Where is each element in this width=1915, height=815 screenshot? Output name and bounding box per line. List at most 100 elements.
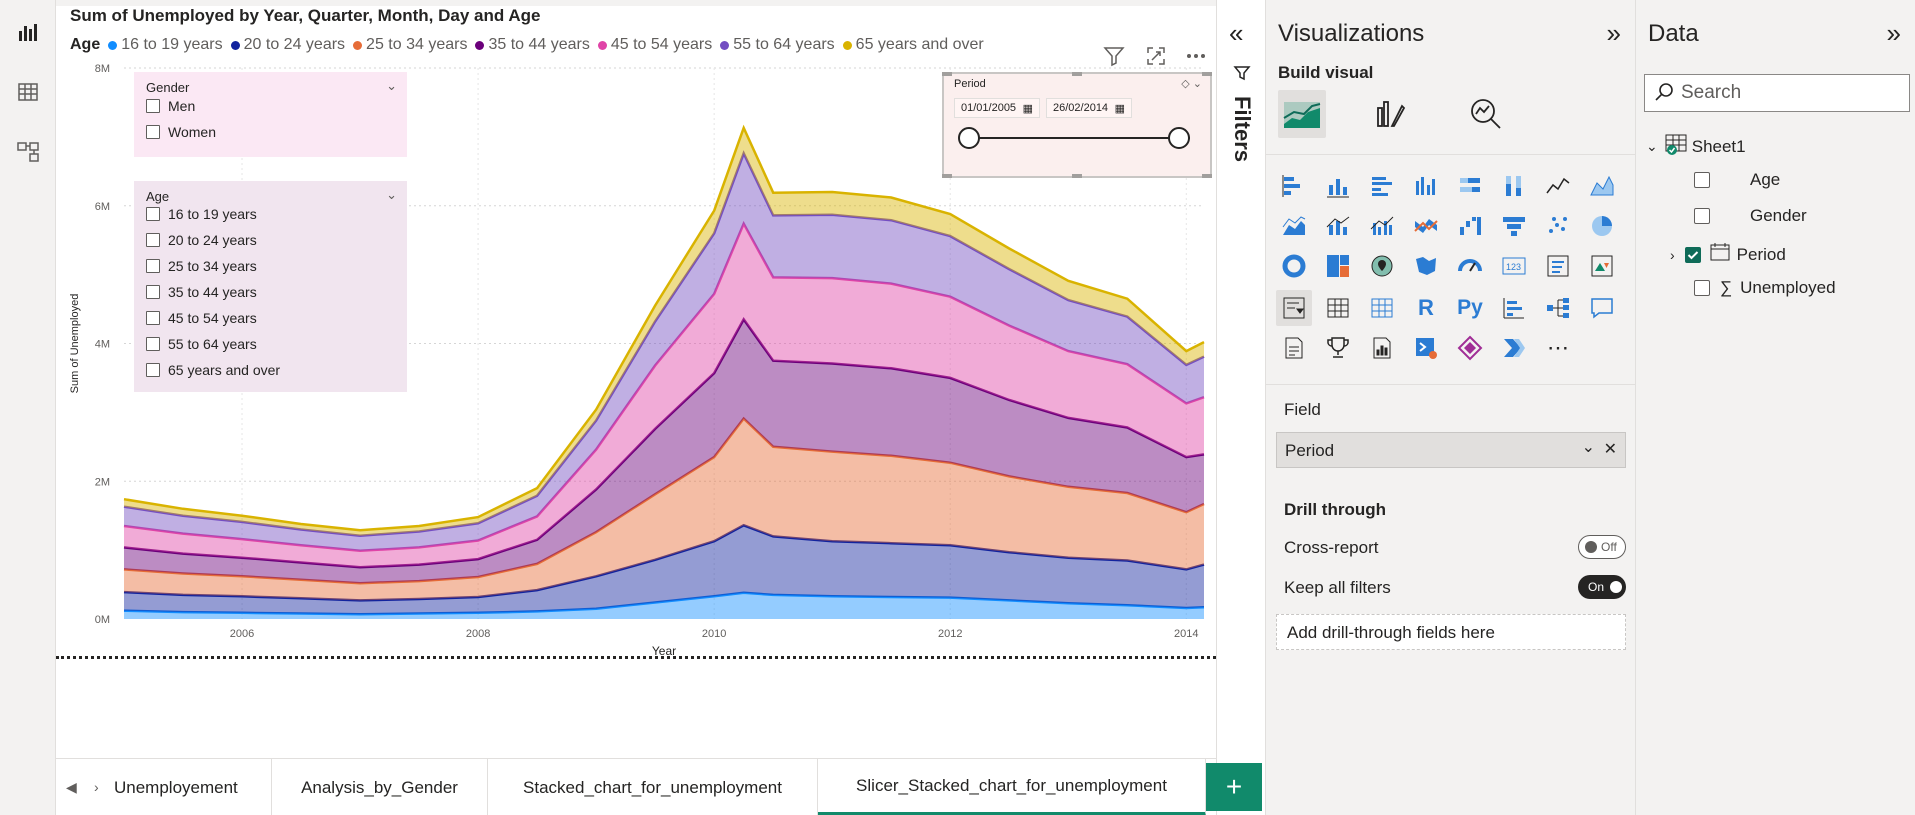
field-item[interactable]: ∑ Unemployed (1694, 278, 1836, 298)
table-view-icon[interactable] (12, 76, 44, 108)
field-item[interactable]: Gender (1694, 206, 1807, 226)
legend-item[interactable]: 20 to 24 years (230, 36, 345, 54)
100-stacked-column-icon[interactable] (1496, 168, 1532, 204)
paginated-report-icon[interactable] (1364, 330, 1400, 366)
clustered-column-icon[interactable] (1408, 168, 1444, 204)
filters-label[interactable]: Filters (1230, 96, 1255, 163)
slicer-icon[interactable] (1276, 290, 1312, 326)
slicer-option[interactable]: 25 to 34 years (146, 256, 257, 276)
line-stacked-column-icon[interactable] (1320, 208, 1356, 244)
slicer-option[interactable]: Women (146, 122, 216, 142)
table-node[interactable]: ⌄ Sheet1 (1646, 133, 1746, 160)
legend-item[interactable]: 35 to 44 years (475, 36, 590, 54)
cross-report-toggle[interactable]: Off (1578, 535, 1626, 559)
filter-icon[interactable] (1100, 42, 1128, 70)
slicer-option[interactable]: 45 to 54 years (146, 308, 257, 328)
checkbox[interactable] (146, 311, 160, 325)
expand-right-icon[interactable]: » (1606, 18, 1621, 48)
map-icon[interactable] (1364, 248, 1400, 284)
resize-handle[interactable] (1202, 174, 1212, 178)
remove-field-icon[interactable]: ✕ (1603, 441, 1617, 458)
field-well[interactable]: Period ⌄ ✕ (1276, 432, 1626, 468)
checkbox[interactable] (146, 363, 160, 377)
treemap-icon[interactable] (1320, 248, 1356, 284)
build-visual-mode[interactable] (1278, 90, 1326, 138)
power-automate-icon[interactable] (1408, 330, 1444, 366)
checkbox[interactable] (146, 207, 160, 221)
legend-item[interactable]: 45 to 54 years (597, 36, 712, 54)
matrix-icon[interactable] (1364, 290, 1400, 326)
slicer-option[interactable]: 35 to 44 years (146, 282, 257, 302)
power-automate-flow-icon[interactable] (1496, 330, 1532, 366)
end-date-input[interactable]: 26/02/2014 ▦ (1046, 98, 1132, 118)
gauge-icon[interactable] (1452, 248, 1488, 284)
chevron-down-icon[interactable]: ⌄ (1646, 138, 1658, 154)
more-visuals-icon[interactable]: ⋯ (1547, 335, 1569, 360)
tab-unemployement[interactable]: Unemployement (114, 759, 272, 815)
expand-right-icon[interactable]: » (1886, 18, 1901, 48)
analytics-mode[interactable] (1462, 90, 1510, 138)
power-apps-icon[interactable] (1452, 330, 1488, 366)
ribbon-chart-icon[interactable] (1408, 208, 1444, 244)
stacked-bar-icon[interactable] (1276, 168, 1312, 204)
funnel-chart-icon[interactable] (1496, 208, 1532, 244)
multi-row-card-icon[interactable] (1540, 248, 1576, 284)
checkbox[interactable] (146, 285, 160, 299)
tab-stacked-chart[interactable]: Stacked_chart_for_unemployment (488, 759, 818, 815)
smart-narrative-icon[interactable] (1276, 330, 1312, 366)
field-item[interactable]: Age (1694, 170, 1780, 190)
calendar-icon[interactable]: ▦ (1022, 102, 1033, 115)
pie-chart-icon[interactable] (1584, 208, 1620, 244)
resize-handle[interactable] (1072, 174, 1082, 178)
stacked-column-icon[interactable] (1320, 168, 1356, 204)
key-influencers-icon[interactable] (1496, 290, 1532, 326)
checkbox[interactable] (146, 337, 160, 351)
card-icon[interactable]: 123 (1496, 248, 1532, 284)
resize-handle[interactable] (942, 72, 952, 76)
table-icon[interactable] (1320, 290, 1356, 326)
focus-mode-icon[interactable] (1142, 42, 1170, 70)
tab-slicer-stacked-chart[interactable]: Slicer_Stacked_chart_for_unemployment (818, 759, 1206, 815)
slicer-header-icons[interactable]: ◇ ⌄ (1181, 78, 1202, 90)
chevron-down-icon[interactable]: ⌄ (1581, 439, 1595, 456)
checkbox[interactable] (146, 125, 160, 139)
filled-map-icon[interactable] (1408, 248, 1444, 284)
range-end-handle[interactable] (1168, 127, 1190, 149)
donut-chart-icon[interactable] (1276, 248, 1312, 284)
start-date-input[interactable]: 01/01/2005 ▦ (954, 98, 1040, 118)
more-options-icon[interactable] (1182, 42, 1210, 70)
checkbox[interactable] (146, 233, 160, 247)
chevron-down-icon[interactable]: ⌄ (386, 187, 397, 202)
model-view-icon[interactable] (12, 136, 44, 168)
checkbox[interactable] (1694, 208, 1710, 224)
calendar-icon[interactable]: ▦ (1114, 102, 1125, 115)
waterfall-icon[interactable] (1452, 208, 1488, 244)
slicer-option[interactable]: 20 to 24 years (146, 230, 257, 250)
format-visual-mode[interactable] (1366, 90, 1414, 138)
keep-filters-toggle[interactable]: On (1578, 575, 1626, 599)
add-page-button[interactable]: + (1206, 763, 1262, 811)
range-start-handle[interactable] (958, 127, 980, 149)
stacked-area-chart[interactable]: 0M 2M 4M 6M 8M 2006 2008 2010 2012 2014 Year Sum of… (56, 60, 1216, 660)
python-visual-icon[interactable]: Py (1457, 296, 1483, 319)
decomposition-tree-icon[interactable] (1540, 290, 1576, 326)
field-item[interactable]: › Period (1670, 242, 1786, 267)
search-input[interactable]: Search (1644, 74, 1910, 112)
tab-analysis-by-gender[interactable]: Analysis_by_Gender (272, 759, 488, 815)
line-chart-icon[interactable] (1540, 168, 1576, 204)
area-chart-icon[interactable] (1584, 168, 1620, 204)
kpi-icon[interactable] (1584, 248, 1620, 284)
checkbox[interactable] (146, 99, 160, 113)
slicer-option[interactable]: 55 to 64 years (146, 334, 257, 354)
qa-icon[interactable] (1584, 290, 1620, 326)
checkbox[interactable] (1694, 172, 1710, 188)
legend-item[interactable]: 55 to 64 years (720, 36, 835, 54)
checkbox[interactable] (146, 259, 160, 273)
resize-handle[interactable] (1072, 72, 1082, 76)
stacked-area-icon[interactable] (1276, 208, 1312, 244)
checkbox-checked[interactable] (1684, 246, 1701, 263)
r-visual-icon[interactable]: R (1418, 295, 1434, 320)
report-view-icon[interactable] (12, 16, 44, 48)
metrics-icon[interactable] (1320, 330, 1356, 366)
scatter-chart-icon[interactable] (1540, 208, 1576, 244)
